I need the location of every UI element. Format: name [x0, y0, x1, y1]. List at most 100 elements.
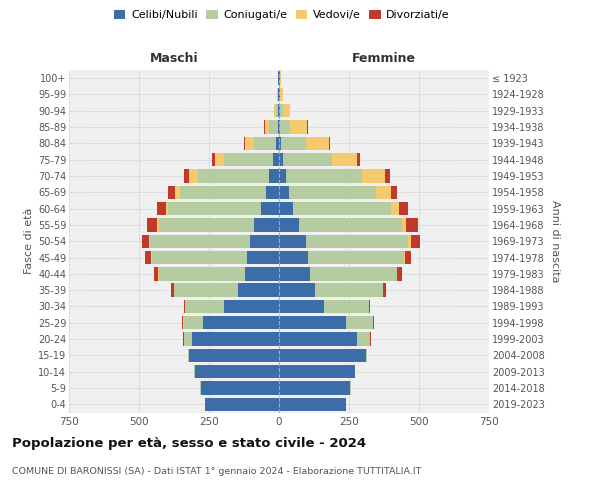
Bar [157, 202, 166, 215]
Bar [307, 136, 329, 150]
Bar [245, 267, 279, 280]
Bar [169, 186, 175, 199]
Bar [404, 251, 405, 264]
Bar [149, 234, 150, 248]
Bar [324, 300, 368, 313]
Text: Femmine: Femmine [352, 52, 416, 65]
Bar [192, 332, 279, 346]
Bar [383, 284, 386, 297]
Bar [238, 284, 279, 297]
Bar [171, 284, 174, 297]
Bar [279, 104, 280, 118]
Bar [316, 284, 383, 297]
Bar [408, 234, 410, 248]
Bar [279, 332, 358, 346]
Bar [154, 267, 158, 280]
Bar [212, 153, 215, 166]
Bar [280, 72, 281, 85]
Bar [145, 251, 151, 264]
Bar [310, 267, 397, 280]
Bar [280, 104, 283, 118]
Bar [152, 251, 247, 264]
Bar [280, 120, 290, 134]
Bar [205, 398, 279, 411]
Bar [279, 170, 286, 182]
Bar [195, 365, 279, 378]
Bar [274, 104, 275, 118]
Bar [184, 332, 192, 346]
Bar [279, 186, 289, 199]
Bar [376, 186, 391, 199]
Bar [174, 284, 238, 297]
Bar [169, 202, 261, 215]
Bar [276, 136, 279, 150]
Bar [182, 316, 183, 330]
Bar [158, 267, 245, 280]
Bar [200, 382, 279, 394]
Bar [245, 136, 254, 150]
Bar [244, 136, 245, 150]
Bar [279, 348, 366, 362]
Bar [254, 136, 276, 150]
Bar [179, 186, 266, 199]
Bar [175, 186, 179, 199]
Bar [142, 234, 149, 248]
Bar [358, 153, 359, 166]
Bar [265, 120, 269, 134]
Bar [385, 170, 389, 182]
Bar [290, 120, 307, 134]
Bar [250, 234, 279, 248]
Text: Maschi: Maschi [149, 52, 199, 65]
Bar [278, 120, 279, 134]
Bar [279, 153, 283, 166]
Bar [400, 202, 408, 215]
Bar [286, 170, 362, 182]
Bar [373, 316, 374, 330]
Bar [281, 136, 307, 150]
Bar [391, 202, 400, 215]
Bar [308, 251, 404, 264]
Bar [184, 316, 203, 330]
Bar [190, 348, 279, 362]
Bar [293, 202, 391, 215]
Bar [184, 170, 190, 182]
Bar [148, 218, 157, 232]
Bar [279, 251, 308, 264]
Bar [266, 186, 279, 199]
Bar [185, 300, 224, 313]
Bar [203, 316, 279, 330]
Bar [279, 398, 346, 411]
Bar [283, 104, 290, 118]
Bar [278, 104, 279, 118]
Bar [166, 202, 169, 215]
Bar [275, 104, 278, 118]
Bar [405, 251, 410, 264]
Bar [274, 153, 279, 166]
Bar [362, 170, 385, 182]
Bar [307, 120, 308, 134]
Bar [279, 218, 299, 232]
Bar [279, 202, 293, 215]
Bar [402, 218, 406, 232]
Bar [254, 218, 279, 232]
Bar [261, 202, 279, 215]
Bar [279, 300, 324, 313]
Bar [247, 251, 279, 264]
Bar [198, 170, 269, 182]
Bar [279, 382, 350, 394]
Bar [358, 332, 370, 346]
Bar [279, 120, 280, 134]
Bar [215, 153, 224, 166]
Bar [406, 218, 418, 232]
Bar [397, 267, 401, 280]
Bar [224, 153, 274, 166]
Bar [305, 234, 408, 248]
Bar [280, 88, 283, 101]
Bar [332, 153, 358, 166]
Y-axis label: Fasce di età: Fasce di età [23, 208, 34, 274]
Bar [299, 218, 402, 232]
Bar [269, 120, 278, 134]
Bar [366, 348, 367, 362]
Bar [329, 136, 330, 150]
Bar [279, 267, 310, 280]
